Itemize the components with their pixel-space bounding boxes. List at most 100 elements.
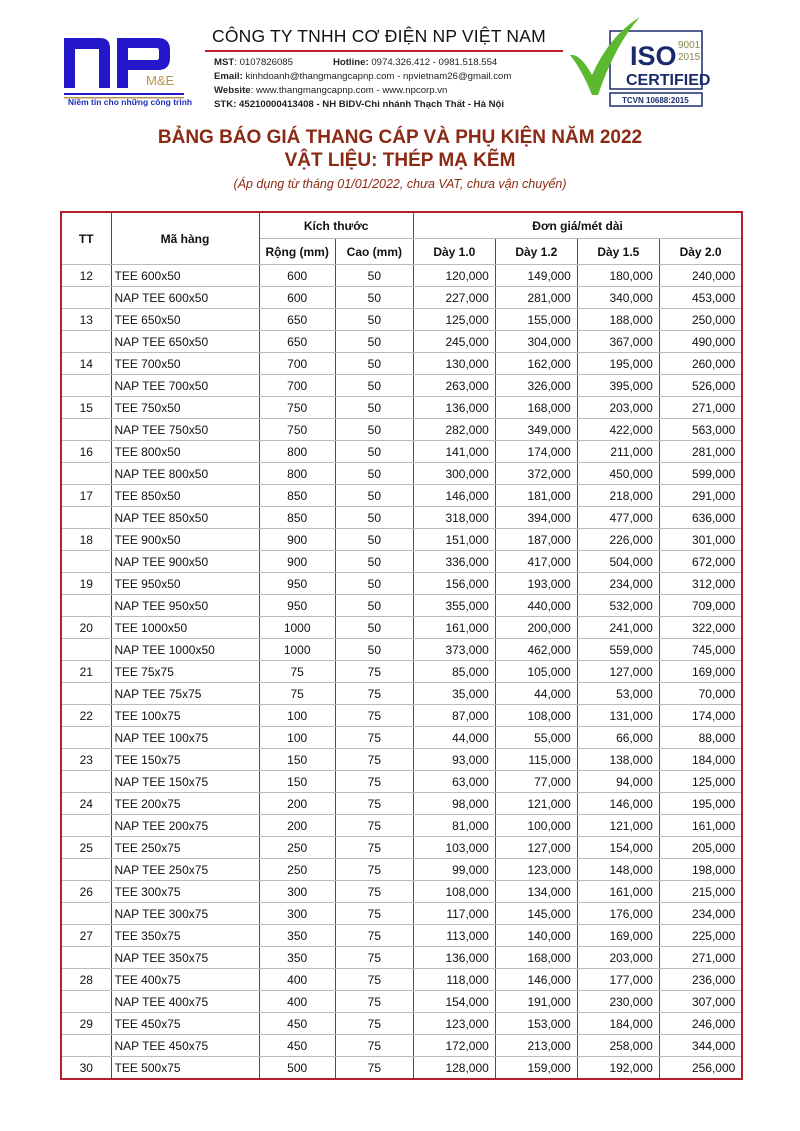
- cell-d12: 304,000: [494, 330, 578, 353]
- cell-d15: 121,000: [576, 814, 660, 837]
- cell-width: 900: [258, 550, 336, 573]
- table-row: 20 TEE 1000x50 1000 50 161,000 200,000 241,000…: [60, 616, 743, 639]
- cell-code: NAP TEE 150x75: [110, 770, 260, 793]
- cell-height: 50: [334, 550, 414, 573]
- cell-d15: 477,000: [576, 506, 660, 529]
- cell-tt: 15: [60, 396, 112, 419]
- cell-code: TEE 700x50: [110, 352, 260, 375]
- cell-height: 50: [334, 330, 414, 353]
- cell-code: TEE 900x50: [110, 528, 260, 551]
- cell-width: 1000: [258, 616, 336, 639]
- cell-d20: 281,000: [658, 440, 743, 463]
- cell-d12: 115,000: [494, 748, 578, 771]
- table-row: NAP TEE 800x50 800 50 300,000 372,000 450,000…: [60, 462, 743, 485]
- cell-width: 750: [258, 418, 336, 441]
- cell-d20: 344,000: [658, 1034, 743, 1057]
- page-title: BẢNG BÁO GIÁ THANG CÁP VÀ PHỤ KIỆN NĂM 2…: [157, 127, 643, 148]
- svg-text:M&E: M&E: [146, 73, 175, 88]
- cell-d12: 162,000: [494, 352, 578, 375]
- cell-d10: 263,000: [412, 374, 496, 397]
- cell-width: 600: [258, 264, 336, 287]
- cell-width: 850: [258, 506, 336, 529]
- col-tt: TT: [60, 212, 112, 265]
- cell-code: TEE 250x75: [110, 836, 260, 859]
- cell-d10: 63,000: [412, 770, 496, 793]
- company-logo: M&E: [64, 38, 184, 99]
- cell-d20: 291,000: [658, 484, 743, 507]
- cell-tt: [60, 682, 112, 705]
- cell-width: 100: [258, 704, 336, 727]
- cell-d15: 532,000: [576, 594, 660, 617]
- cell-tt: 18: [60, 528, 112, 551]
- cell-d12: 145,000: [494, 902, 578, 925]
- cell-d15: 146,000: [576, 792, 660, 815]
- cell-code: TEE 450x75: [110, 1012, 260, 1035]
- cell-d15: 211,000: [576, 440, 660, 463]
- cell-d20: 88,000: [658, 726, 743, 749]
- cell-width: 700: [258, 352, 336, 375]
- cell-width: 150: [258, 748, 336, 771]
- cell-d12: 394,000: [494, 506, 578, 529]
- hotline-value: 0974.326.412 - 0981.518.554: [368, 57, 498, 68]
- cell-code: TEE 800x50: [110, 440, 260, 463]
- cell-d20: 672,000: [658, 550, 743, 573]
- price-table: TT Mã hàng Kích thước Đơn giá/mét dài Rộ…: [60, 211, 744, 1080]
- cell-d15: 161,000: [576, 880, 660, 903]
- cell-code: NAP TEE 250x75: [110, 858, 260, 881]
- cell-code: NAP TEE 400x75: [110, 990, 260, 1013]
- cell-tt: 29: [60, 1012, 112, 1035]
- cell-width: 75: [258, 682, 336, 705]
- table-row: 13 TEE 650x50 650 50 125,000 155,000 188,000 25…: [60, 308, 743, 331]
- table-row: NAP TEE 700x50 700 50 263,000 326,000 395,000…: [60, 374, 743, 397]
- cell-d20: 169,000: [658, 660, 743, 683]
- table-row: 14 TEE 700x50 700 50 130,000 162,000 195,000 26…: [60, 352, 743, 375]
- cell-width: 650: [258, 308, 336, 331]
- cell-d12: 55,000: [494, 726, 578, 749]
- cell-d12: 127,000: [494, 836, 578, 859]
- cell-height: 50: [334, 352, 414, 375]
- cell-d15: 241,000: [576, 616, 660, 639]
- cell-tt: 24: [60, 792, 112, 815]
- cell-height: 50: [334, 594, 414, 617]
- cell-d12: 105,000: [494, 660, 578, 683]
- cell-d15: 184,000: [576, 1012, 660, 1035]
- cell-width: 650: [258, 330, 336, 353]
- cell-tt: 30: [60, 1056, 112, 1080]
- cell-height: 75: [334, 792, 414, 815]
- table-row: NAP TEE 750x50 750 50 282,000 349,000 422,000…: [60, 418, 743, 441]
- cell-code: NAP TEE 200x75: [110, 814, 260, 837]
- cell-d15: 340,000: [576, 286, 660, 309]
- cell-height: 75: [334, 770, 414, 793]
- table-row: 30 TEE 500x75 500 75 128,000 159,000 192,000 25…: [60, 1056, 743, 1080]
- cell-height: 50: [334, 396, 414, 419]
- cell-tt: [60, 418, 112, 441]
- cell-height: 75: [334, 858, 414, 881]
- cell-code: TEE 75x75: [110, 660, 260, 683]
- cell-d12: 349,000: [494, 418, 578, 441]
- cell-height: 50: [334, 264, 414, 287]
- cell-d20: 195,000: [658, 792, 743, 815]
- cell-height: 50: [334, 484, 414, 507]
- table-row: NAP TEE 350x75 350 75 136,000 168,000 203,000…: [60, 946, 743, 969]
- cell-width: 900: [258, 528, 336, 551]
- cell-d12: 187,000: [494, 528, 578, 551]
- cell-code: TEE 200x75: [110, 792, 260, 815]
- cell-d10: 113,000: [412, 924, 496, 947]
- cell-tt: 13: [60, 308, 112, 331]
- header-row-1: TT Mã hàng Kích thước Đơn giá/mét dài: [60, 212, 743, 265]
- cell-width: 200: [258, 792, 336, 815]
- table-row: NAP TEE 650x50 650 50 245,000 304,000 367,000…: [60, 330, 743, 353]
- table-row: 24 TEE 200x75 200 75 98,000 121,000 146,000 195…: [60, 792, 743, 815]
- cell-width: 700: [258, 374, 336, 397]
- cell-d15: 234,000: [576, 572, 660, 595]
- cell-height: 75: [334, 1012, 414, 1035]
- cell-height: 50: [334, 418, 414, 441]
- cell-d12: 213,000: [494, 1034, 578, 1057]
- table-row: NAP TEE 200x75 200 75 81,000 100,000 121,000 1…: [60, 814, 743, 837]
- cell-tt: 19: [60, 572, 112, 595]
- cell-d12: 191,000: [494, 990, 578, 1013]
- cell-height: 50: [334, 374, 414, 397]
- company-info: MST: 0107826085 Hotline: 0974.326.412 - 0…: [214, 56, 511, 112]
- table-row: NAP TEE 600x50 600 50 227,000 281,000 340,000…: [60, 286, 743, 309]
- cell-d15: 148,000: [576, 858, 660, 881]
